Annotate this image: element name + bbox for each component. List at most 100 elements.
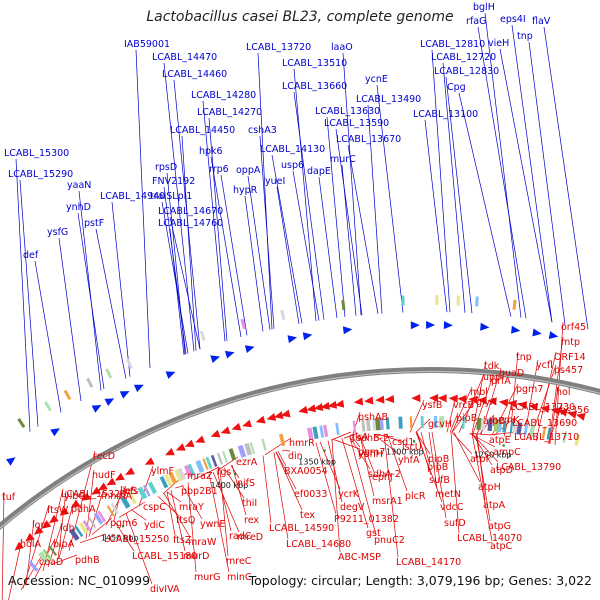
gene-label-reverse: pdhA: [71, 504, 96, 515]
leader-line-forward: [376, 84, 404, 313]
gene-label-reverse: ephJ: [372, 472, 393, 483]
reverse-gene-arrow: [184, 439, 195, 447]
leader-line-reverse: [453, 432, 481, 483]
gene-label-reverse: plcR: [405, 491, 426, 502]
feature-category-block: [307, 427, 314, 441]
reverse-gene-arrow: [273, 411, 284, 419]
feature-category-block: [17, 418, 26, 429]
leader-line-reverse: [470, 433, 492, 436]
gene-label-reverse: orf45: [561, 322, 586, 333]
feature-category-block: [375, 418, 381, 431]
leader-line-forward: [181, 135, 197, 351]
leader-line-reverse: [192, 466, 220, 481]
gene-label-forward: murC: [330, 154, 356, 165]
gene-label-reverse: hmrR: [289, 438, 315, 449]
leader-line-reverse: [503, 401, 513, 437]
scale-tick-label: 1300 kbp: [386, 447, 424, 456]
leader-line-reverse: [174, 485, 184, 489]
gene-label-reverse: sufD: [444, 518, 466, 529]
reverse-gene-arrow: [220, 426, 231, 434]
gene-label-forward: LCABL_14460: [162, 69, 227, 80]
leader-line-reverse: [471, 433, 499, 463]
feature-category-block: [480, 418, 486, 431]
leader-line-reverse: [216, 470, 232, 532]
leader-line-reverse: [57, 490, 67, 560]
forward-gene-arrow: [532, 328, 542, 337]
leader-line-reverse: [264, 437, 292, 456]
leader-line-reverse: [166, 491, 182, 503]
feature-category-block: [529, 424, 536, 437]
scale-tick-mark: [121, 525, 125, 528]
gene-label-reverse: atpC: [490, 541, 513, 552]
leader-line-forward: [161, 201, 189, 354]
gene-label-reverse: nifS: [237, 478, 255, 489]
leader-line-forward: [528, 41, 566, 325]
leader-line-reverse: [349, 437, 377, 536]
feature-category-block: [88, 516, 97, 529]
forward-gene-arrow: [511, 325, 521, 334]
forward-gene-arrow: [548, 331, 559, 339]
gene-label-reverse: ftsW: [47, 505, 69, 516]
feature-category-block: [128, 492, 137, 505]
reverse-gene-arrow: [81, 492, 92, 501]
scale-tick-mark: [233, 472, 237, 476]
gene-label-forward: laaO: [331, 42, 353, 53]
feature-category-block: [323, 424, 329, 438]
forward-gene-arrow: [210, 355, 221, 363]
leader-line-forward: [34, 260, 62, 413]
gene-label-reverse: atpD: [490, 465, 513, 476]
reverse-gene-arrow: [567, 410, 577, 419]
leader-line-reverse: [351, 436, 361, 448]
gene-label-reverse: pbp2B1: [181, 486, 218, 497]
reverse-gene-arrow: [327, 400, 338, 409]
feature-category-block: [216, 452, 224, 465]
reverse-gene-arrow: [242, 419, 252, 428]
gene-label-reverse: yhfA: [398, 455, 420, 466]
gene-label-reverse: gst: [366, 528, 381, 539]
forward-gene-arrow: [6, 457, 16, 466]
gene-label-forward: cshA3: [248, 125, 277, 136]
gene-label-reverse: atpE: [489, 435, 511, 446]
gene-label-reverse: ps457: [554, 365, 583, 376]
leader-line-forward: [78, 190, 102, 391]
gene-label-reverse: nudF: [92, 470, 116, 481]
gene-label-reverse: bipA: [53, 539, 75, 550]
leader-line-forward: [15, 158, 31, 432]
leader-line-reverse: [208, 473, 230, 573]
leader-line-forward: [499, 48, 553, 323]
leader-line-reverse: [343, 432, 359, 439]
reverse-gene-arrow: [313, 403, 324, 411]
forward-gene-arrow: [165, 371, 176, 379]
gene-label-reverse: ileS: [120, 486, 137, 497]
reverse-gene-arrow: [114, 472, 125, 481]
leader-line-reverse: [131, 509, 147, 521]
leader-line-forward: [244, 195, 264, 332]
leader-line-forward: [247, 175, 271, 330]
gene-label-reverse: tuf: [2, 492, 16, 503]
gene-label-reverse: glrA: [349, 432, 369, 443]
gene-label-forward: LCABL_14670: [158, 206, 223, 217]
gene-label-reverse: prfA: [491, 376, 511, 387]
leader-line-forward: [341, 164, 357, 316]
gene-label-reverse: din: [288, 451, 303, 462]
gene-label-reverse: ftsQ: [176, 515, 195, 526]
leader-line-reverse: [475, 433, 491, 522]
scale-tick-label: 1450 kbp: [101, 534, 139, 543]
feature-category-block: [462, 416, 466, 429]
forward-gene-arrow: [287, 335, 298, 344]
forward-gene-arrow: [224, 350, 235, 359]
gene-label-forward: dapE: [307, 166, 331, 177]
gene-label-forward: LCABL_13660: [282, 81, 347, 92]
reverse-gene-arrow: [195, 435, 206, 443]
reverse-gene-arrow: [14, 541, 24, 551]
gene-label-forward: hpk6: [199, 146, 223, 157]
leader-line-forward: [135, 49, 151, 369]
forward-gene-arrow: [410, 321, 420, 330]
reverse-gene-arrow: [280, 409, 291, 418]
gene-label-forward: LCABL_14450: [170, 125, 235, 136]
feature-category-block: [352, 420, 357, 433]
feature-category-block: [187, 463, 196, 476]
gene-label-reverse: ampC: [493, 447, 521, 458]
leader-line-reverse: [262, 455, 272, 524]
reverse-gene-arrow: [266, 413, 277, 421]
